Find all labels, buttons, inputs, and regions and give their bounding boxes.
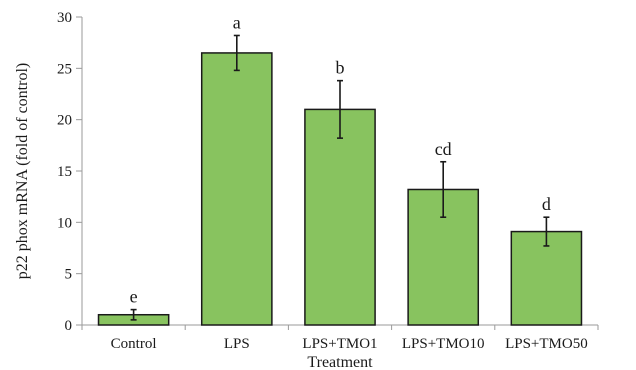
x-axis-title: Treatment: [307, 354, 373, 370]
y-tick-label: 15: [57, 164, 72, 180]
y-tick-label: 30: [57, 10, 72, 26]
error-bars: [130, 34, 550, 321]
bars: [97, 52, 583, 326]
significance-label: b: [336, 58, 345, 78]
bar-2: [304, 108, 376, 326]
x-tick-label: LPS+TMO10: [402, 336, 485, 352]
x-tick-label: LPS+TMO50: [505, 336, 588, 352]
significance-label: cd: [435, 139, 452, 159]
x-ticks: Control LPS LPS+TMO1 LPS+TMO10 LPS+TMO50: [81, 325, 599, 352]
x-tick-label: LPS: [224, 336, 250, 352]
y-ticks: 0 5 10 15 20 25 30: [57, 10, 82, 334]
y-tick-label: 20: [57, 113, 72, 129]
y-axis-title: p22 phox mRNA (fold of control): [14, 63, 31, 279]
x-tick-label: Control: [111, 336, 157, 352]
y-tick-label: 0: [65, 318, 73, 334]
bar-4: [510, 230, 583, 326]
y-tick-label: 25: [57, 61, 72, 77]
y-tick-label: 10: [57, 215, 72, 231]
bar-1: [200, 52, 273, 326]
x-tick-label: LPS+TMO1: [302, 336, 377, 352]
significance-label: e: [130, 287, 138, 307]
y-tick-label: 5: [65, 267, 73, 283]
significance-labels: e a b cd d: [130, 12, 551, 306]
significance-label: d: [542, 194, 551, 214]
significance-label: a: [233, 12, 241, 32]
